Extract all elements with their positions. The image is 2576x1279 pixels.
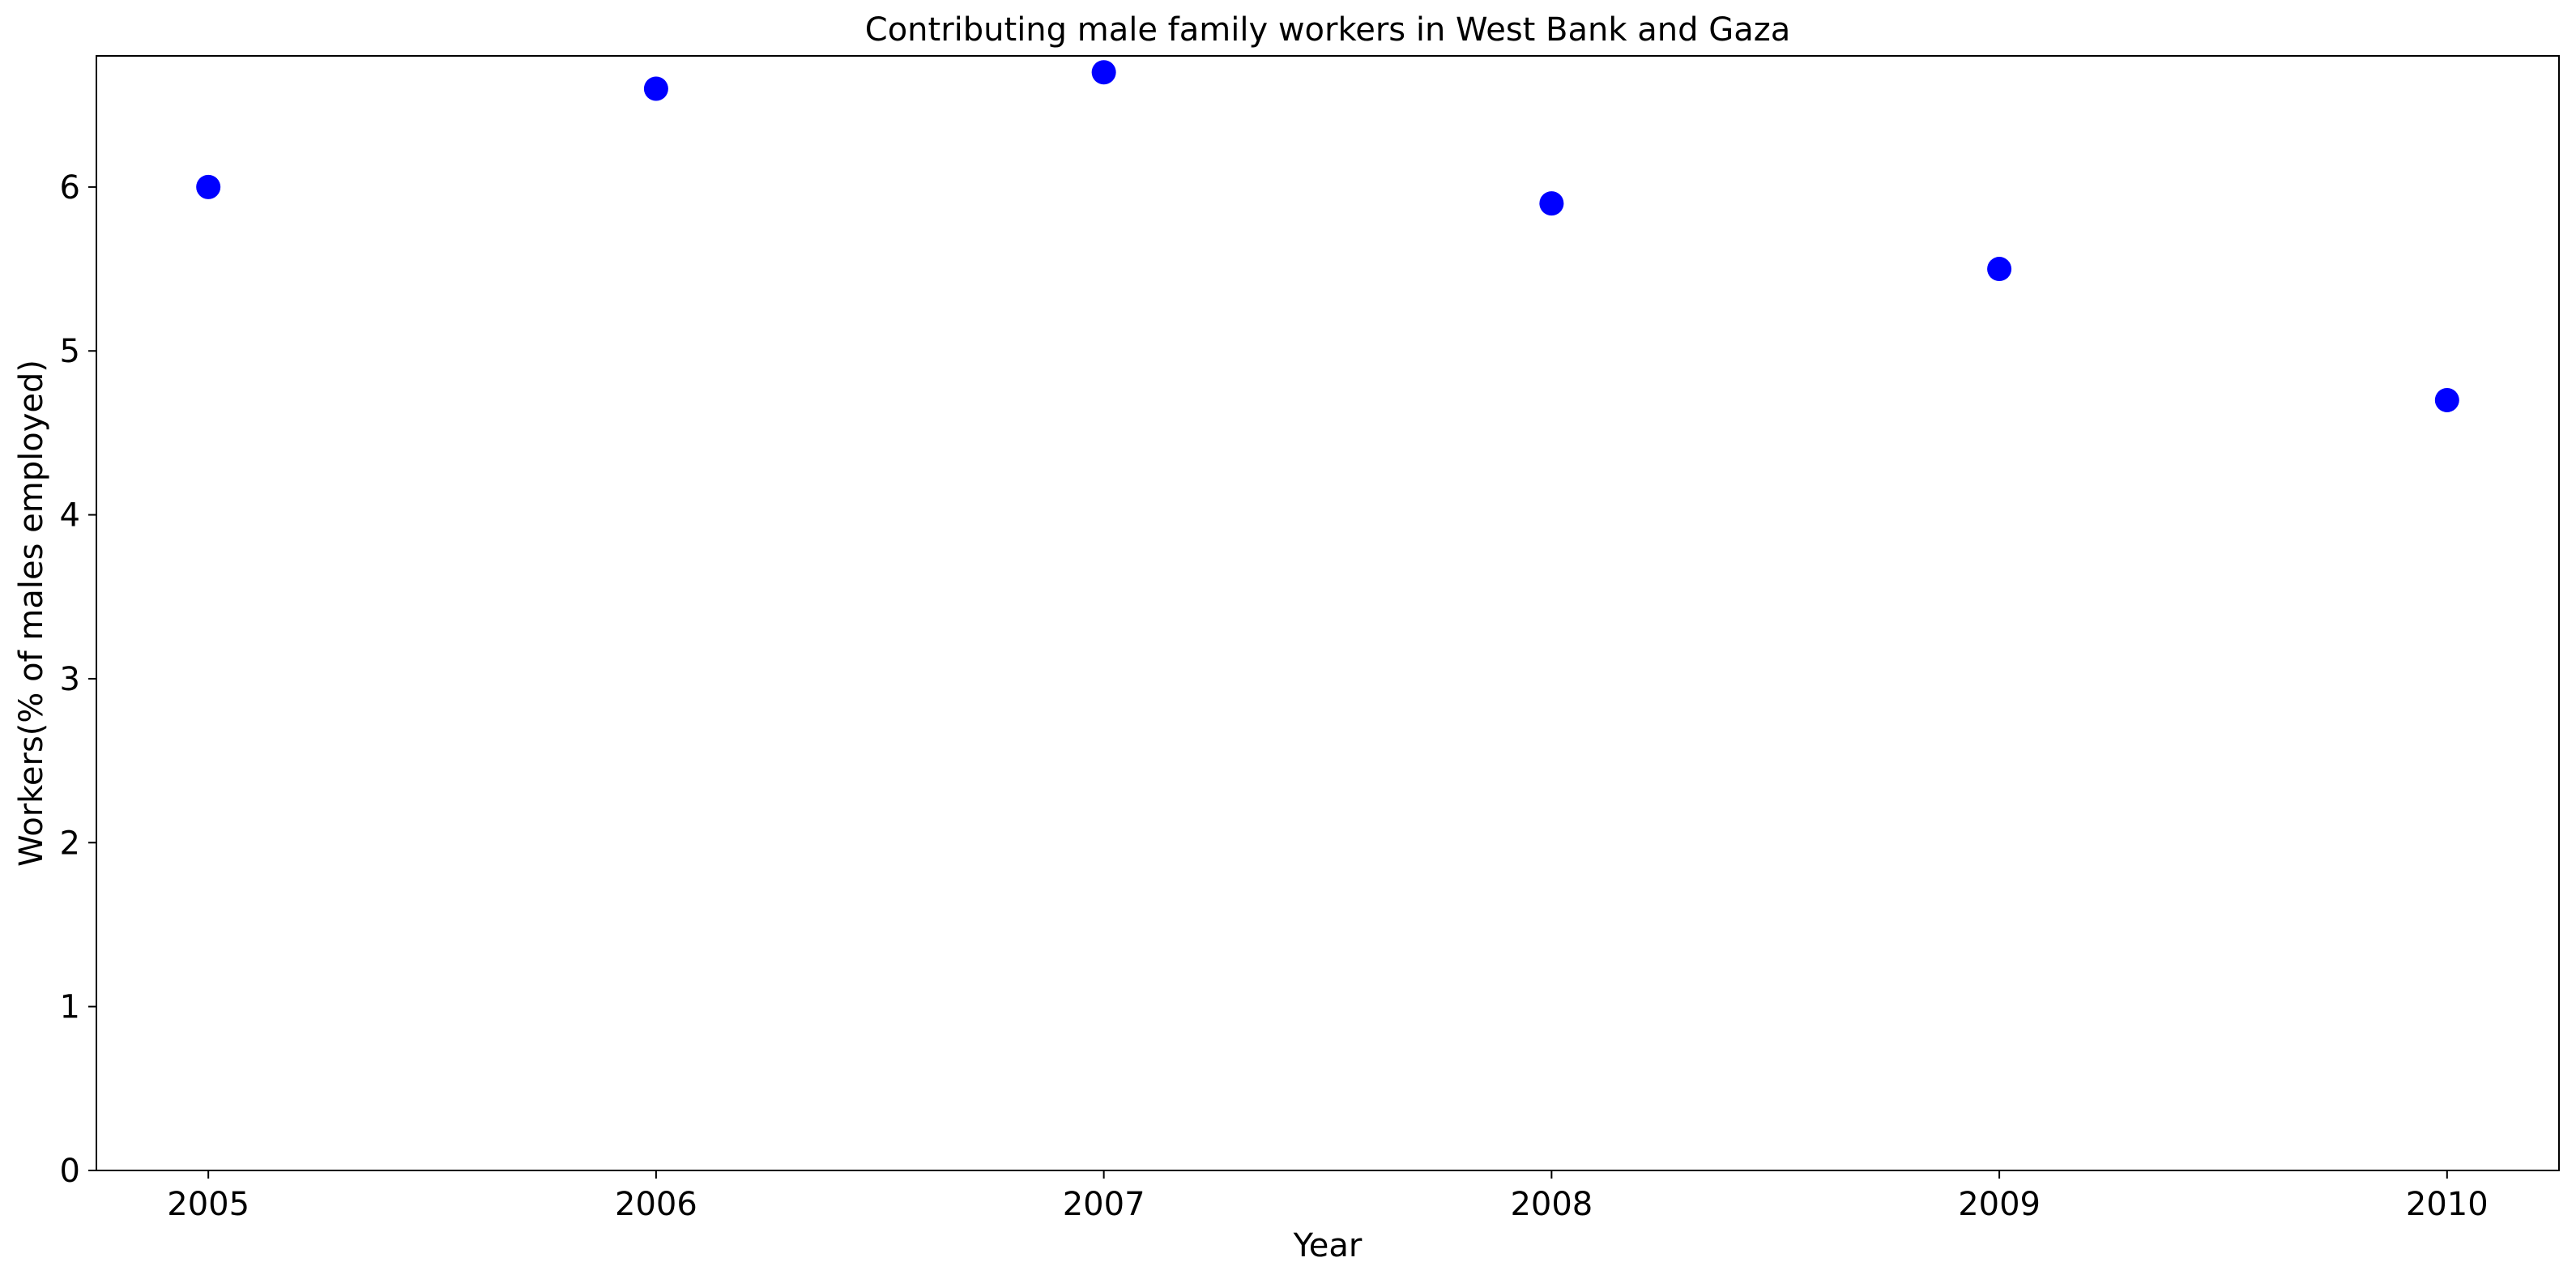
chart-title: Contributing male family workers in West…	[865, 11, 1790, 49]
data-points	[196, 60, 2459, 412]
y-tick-label: 0	[60, 1153, 80, 1190]
data-point	[1539, 191, 1564, 216]
y-axis-label: Workers(% of males employed)	[13, 360, 50, 867]
data-point	[1987, 257, 2012, 282]
y-tick-label: 2	[60, 825, 80, 862]
y-axis: 0 1 2 3 4 5 6	[60, 169, 96, 1190]
x-tick-label: 2010	[2406, 1186, 2489, 1223]
y-tick-label: 5	[60, 333, 80, 370]
x-tick-label: 2009	[1958, 1186, 2041, 1223]
plot-frame	[96, 55, 2560, 1171]
x-tick-label: 2007	[1063, 1186, 1145, 1223]
data-point	[2434, 387, 2459, 412]
x-axis: 2005 2006 2007 2008 2009 2010	[167, 1170, 2489, 1223]
data-point	[643, 76, 668, 101]
x-axis-label: Year	[1293, 1227, 1363, 1264]
y-tick-label: 1	[60, 989, 80, 1026]
y-tick-label: 4	[60, 497, 80, 535]
x-tick-label: 2005	[167, 1186, 249, 1223]
y-tick-label: 6	[60, 169, 80, 207]
y-tick-label: 3	[60, 661, 80, 698]
x-tick-label: 2006	[615, 1186, 697, 1223]
data-point	[1091, 60, 1116, 85]
data-point	[196, 174, 221, 199]
x-tick-label: 2008	[1510, 1186, 1593, 1223]
